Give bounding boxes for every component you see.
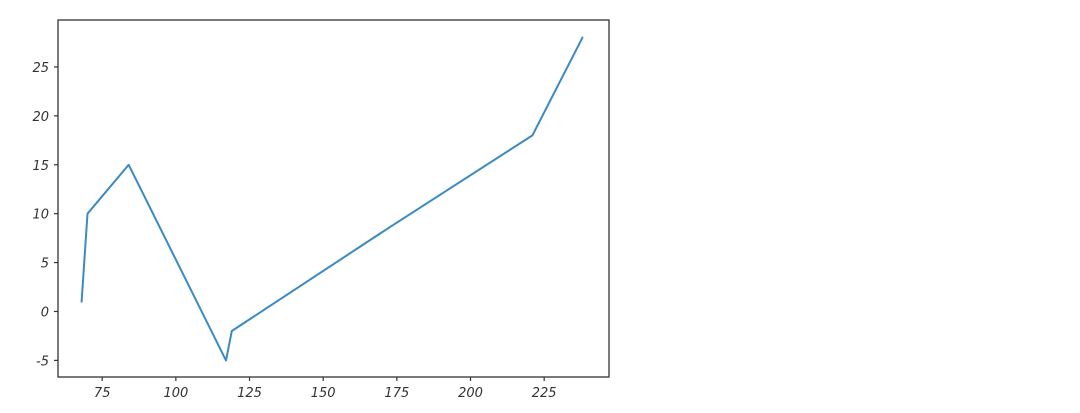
x-tick-label: 175 xyxy=(384,386,409,401)
y-tick-label: 10 xyxy=(32,208,49,223)
x-tick-label: 200 xyxy=(458,386,483,401)
x-axis: 75 100 125 150 175 200 225 xyxy=(94,377,557,401)
y-tick-label: 25 xyxy=(32,61,49,76)
x-tick-label: 150 xyxy=(311,386,336,401)
series-line xyxy=(80,36,584,362)
y-tick-label: -5 xyxy=(36,354,49,369)
x-tick-label: 100 xyxy=(163,386,188,401)
y-tick-label: 20 xyxy=(32,110,49,125)
y-tick-label: 0 xyxy=(41,305,49,320)
x-tick-label: 125 xyxy=(237,386,262,401)
y-tick-label: 5 xyxy=(41,257,49,272)
x-tick-label: 225 xyxy=(532,386,557,401)
plot-area xyxy=(57,19,610,378)
y-axis: -5 0 5 10 15 20 25 xyxy=(32,61,58,369)
x-tick-label: 75 xyxy=(94,386,111,401)
y-tick-label: 15 xyxy=(32,159,49,174)
series-group xyxy=(80,36,584,362)
